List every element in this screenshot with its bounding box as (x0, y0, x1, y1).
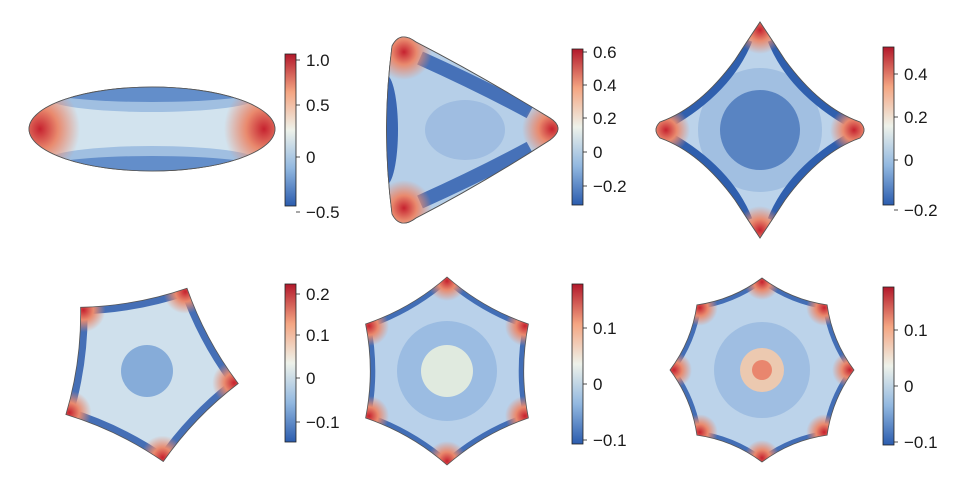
colorbar-tick: 0.1 (306, 326, 330, 345)
colorbar-pentagon: 0.2 0.1 0 −0.1 (284, 283, 340, 443)
colorbar-tick: 0.2 (593, 109, 617, 128)
colorbar-tick: 0 (593, 375, 602, 394)
panel-triangle (386, 36, 559, 224)
colorbar-tick: 0.4 (593, 76, 617, 95)
colorbar-tick: 0.1 (593, 319, 617, 338)
colorbar-tick: 1.0 (306, 51, 330, 70)
colorbar-tick: 0.6 (593, 43, 617, 62)
colorbar-tick: −0.1 (904, 433, 938, 452)
colorbar-triangle: 0.6 0.4 0.2 0 −0.2 (571, 43, 627, 206)
colorbar-tick: −0.2 (593, 177, 627, 196)
colorbar-tick: 0.2 (306, 285, 330, 304)
colorbar-tick: 0.4 (904, 65, 928, 84)
colorbar-tick: 0 (306, 369, 315, 388)
panel-pentagon (65, 287, 239, 463)
colorbar-hexagon: 0.1 0 −0.1 (571, 283, 627, 450)
colorbar-tick: 0.5 (306, 96, 330, 115)
colorbar-ellipse: 1.0 0.5 0 −0.5 (284, 51, 340, 222)
panel-octagon (669, 277, 855, 463)
colorbar-tick: 0 (904, 377, 913, 396)
colorbar-tick: 0.2 (904, 108, 928, 127)
colorbar-tick: −0.2 (904, 201, 938, 220)
colorbar-tick: 0 (904, 151, 913, 170)
colorbar-octagon: 0.1 0 −0.1 (882, 286, 938, 452)
colorbar-tick: −0.1 (306, 413, 340, 432)
colorbar-tick: 0.1 (904, 321, 928, 340)
colorbar-tick: 0 (593, 143, 602, 162)
colorbar-tick: −0.1 (593, 431, 627, 450)
colorbar-tick: 0 (306, 148, 315, 167)
panel-hexagon (365, 276, 529, 466)
colorbar-square: 0.4 0.2 0 −0.2 (882, 46, 938, 220)
colorbar-tick: −0.5 (306, 203, 340, 222)
panel-square (655, 21, 865, 239)
panel-ellipse (28, 86, 276, 172)
